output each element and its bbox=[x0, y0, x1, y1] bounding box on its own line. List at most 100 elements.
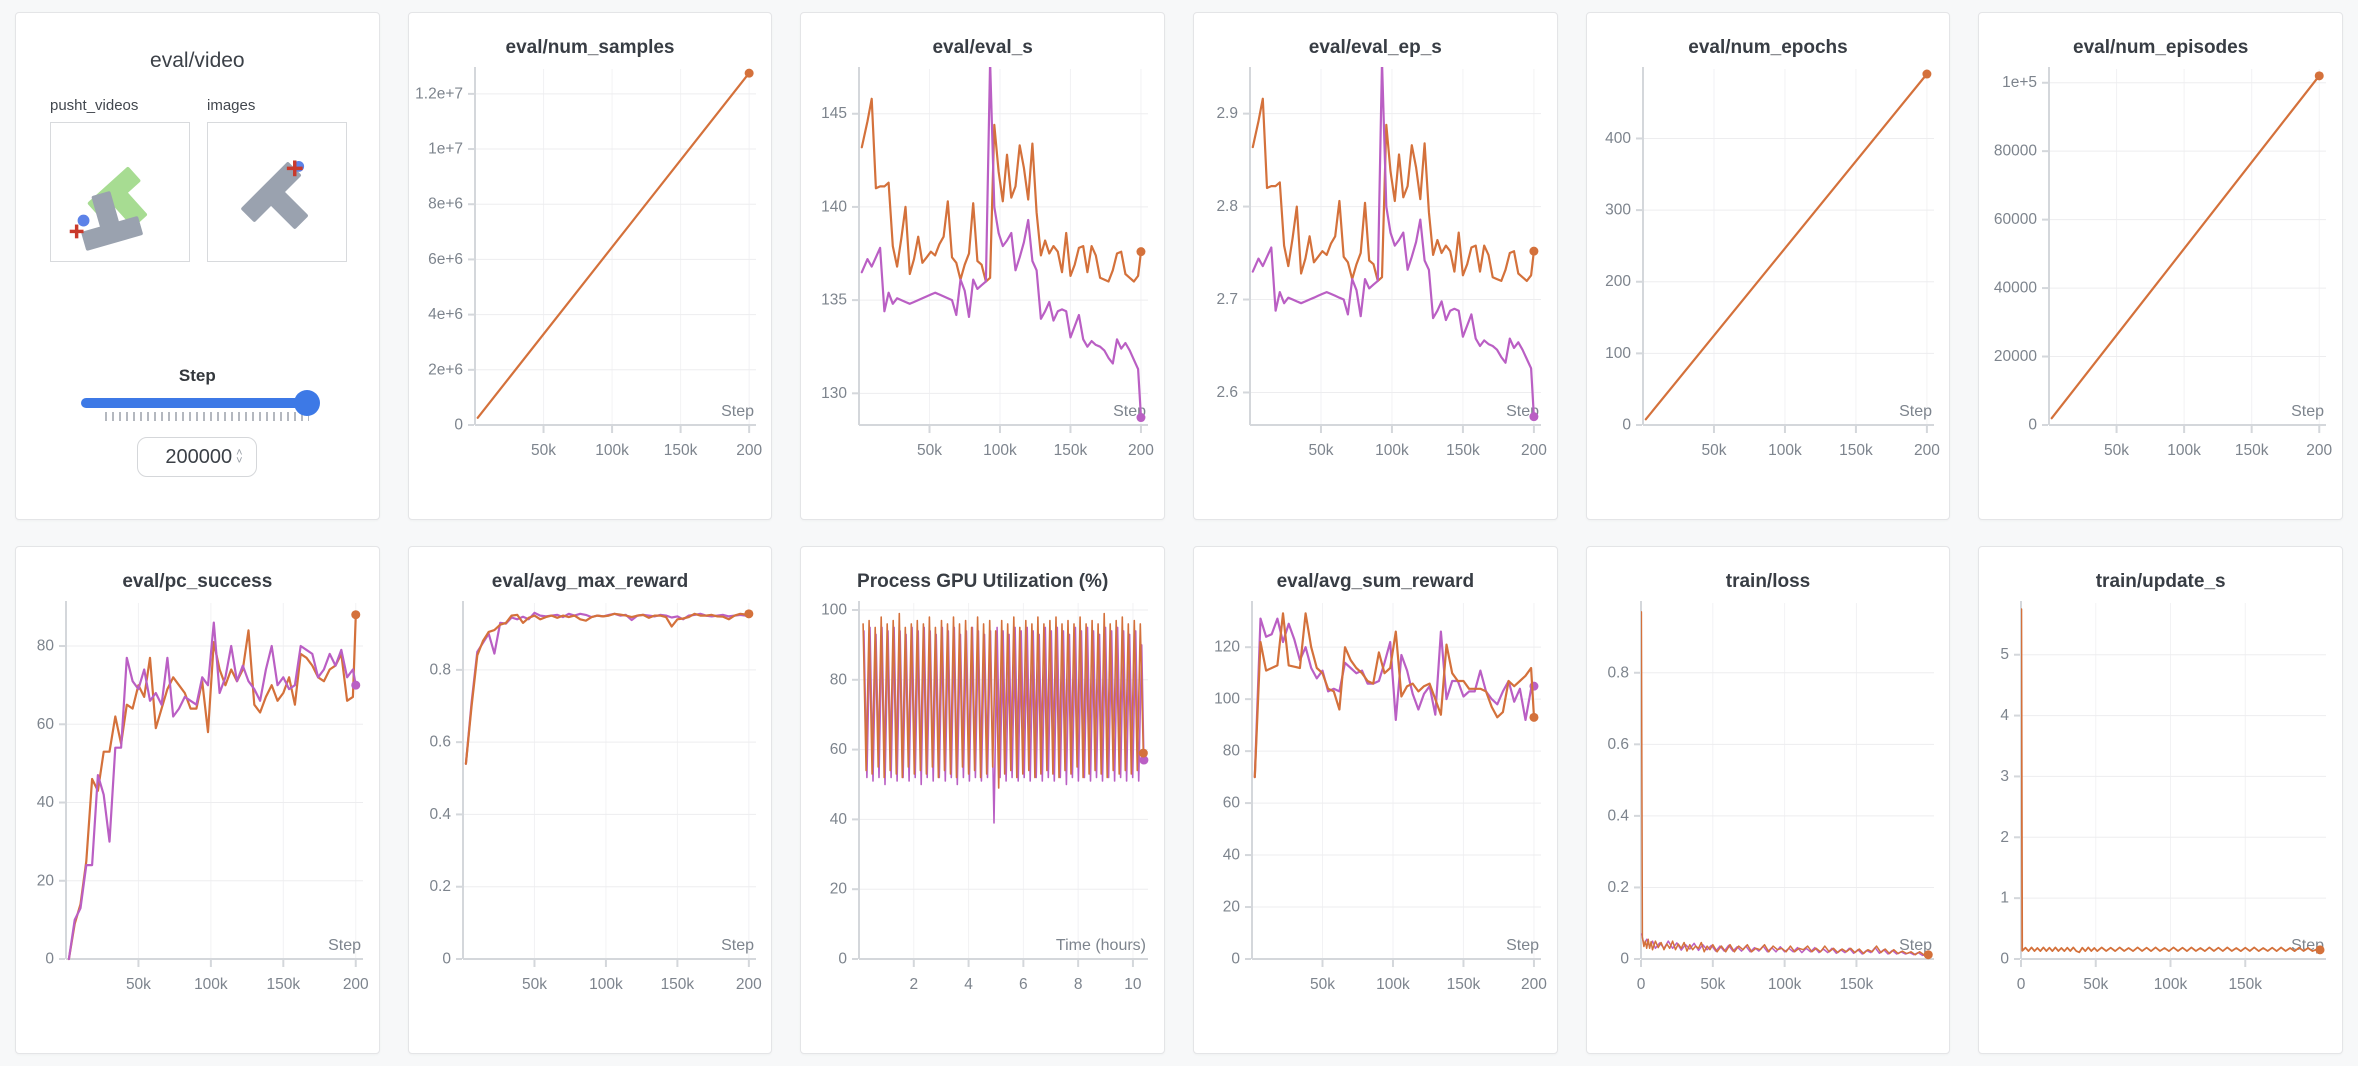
x-axis-label: Step bbox=[2291, 403, 2324, 420]
series-end-dot-orange bbox=[351, 610, 361, 620]
x-tick-label: 50k bbox=[126, 976, 151, 993]
x-tick-label: 150k bbox=[2235, 442, 2269, 459]
step-slider[interactable] bbox=[81, 390, 321, 421]
chart-eval-avg-max-reward[interactable]: 0 0.2 0.4 0.6 0.8 50k 100k 150k 200 Step bbox=[411, 597, 770, 1015]
y-tick-label: 60 bbox=[1223, 795, 1241, 812]
chart-title: eval/num_episodes bbox=[2073, 37, 2249, 58]
y-tick-label: 0 bbox=[2001, 951, 2010, 968]
series-line-orange bbox=[2021, 608, 2322, 954]
chart-canvas[interactable]: 0 0.2 0.4 0.6 0.8 50k 100k 150k 200 Step bbox=[411, 597, 770, 1015]
chart-train-loss[interactable]: 0 0.2 0.4 0.6 0.8 0 50k 100k 150k Step bbox=[1589, 597, 1948, 1015]
x-tick-label: 200 bbox=[2307, 442, 2333, 459]
x-tick-label: 50k bbox=[2084, 976, 2109, 993]
chart-gpu-utilization[interactable]: 0 20 40 60 80 100 2 4 6 8 10 Time (hours) bbox=[803, 597, 1162, 1015]
y-tick-label: 60 bbox=[830, 741, 848, 758]
series-line-purple bbox=[1251, 67, 1535, 418]
x-tick-label: 2 bbox=[910, 976, 919, 993]
x-tick-label: 50k bbox=[917, 442, 942, 459]
x-tick-label: 100k bbox=[2168, 442, 2202, 459]
y-tick-label: 80000 bbox=[1994, 143, 2037, 160]
step-spinner: ˄ ˅ bbox=[236, 447, 243, 467]
x-tick-label: 150k bbox=[1839, 442, 1873, 459]
chart-eval-pc-success[interactable]: 0 20 40 60 80 50k 100k 150k 200 Step bbox=[18, 597, 377, 1015]
panel-eval-num-samples: eval/num_samples 0 2e+6 4e+6 6e+6 8e+6 1e+7 1.… bbox=[407, 12, 773, 520]
chart-eval-eval-ep-s[interactable]: 2.6 2.7 2.8 2.9 50k 100k 150k 200 Step bbox=[1196, 63, 1555, 481]
y-tick-label: 6e+6 bbox=[428, 251, 463, 268]
x-tick-label: 200 bbox=[736, 976, 762, 993]
series-line-orange bbox=[464, 612, 750, 765]
chart-canvas[interactable]: 0 100 200 300 400 50k 100k 150k 200 Step bbox=[1589, 63, 1948, 481]
x-axis-label: Step bbox=[721, 403, 754, 420]
chart-eval-avg-sum-reward[interactable]: 0 20 40 60 80 100 120 50k 100k 150k 200 Step bbox=[1196, 597, 1555, 1015]
image-thumbnail[interactable] bbox=[207, 122, 347, 262]
chart-canvas[interactable]: 0 20000 40000 60000 80000 1e+5 50k 100k 150k 200 S… bbox=[1981, 63, 2340, 481]
media-item-images: images bbox=[207, 97, 347, 262]
x-tick-label: 100k bbox=[1376, 976, 1410, 993]
panel-eval-eval-ep-s: eval/eval_ep_s 2.6 2.7 2.8 2.9 50k 100k 150k 20… bbox=[1192, 12, 1558, 520]
x-axis-label: Step bbox=[1899, 937, 1932, 954]
x-tick-label: 200 bbox=[1521, 976, 1547, 993]
series-line-orange bbox=[862, 612, 1145, 789]
y-tick-label: 100 bbox=[1605, 345, 1631, 362]
chart-canvas[interactable]: 0 2e+6 4e+6 6e+6 8e+6 1e+7 1.2e+7 50k 100k 150k 20… bbox=[411, 63, 770, 481]
y-tick-label: 1 bbox=[2001, 890, 2010, 907]
series-end-dot-orange bbox=[1922, 69, 1932, 79]
pusht-video-frame bbox=[69, 167, 147, 251]
gray-t-shape bbox=[81, 191, 143, 251]
series-line-orange bbox=[861, 97, 1143, 283]
chart-canvas[interactable]: 0 20 40 60 80 50k 100k 150k 200 Step bbox=[18, 597, 377, 1015]
y-tick-label: 0.6 bbox=[429, 734, 451, 751]
step-decrement-button[interactable]: ˅ bbox=[236, 455, 243, 467]
series-end-dot-orange bbox=[744, 68, 754, 78]
x-tick-label: 0 bbox=[1636, 976, 1645, 993]
x-tick-label: 50k bbox=[531, 442, 556, 459]
chart-canvas[interactable]: 0 20 40 60 80 100 2 4 6 8 10 Time (hours) bbox=[803, 597, 1162, 1015]
series-end-dot-orange bbox=[2315, 71, 2325, 81]
y-tick-label: 0.6 bbox=[1607, 736, 1629, 753]
chart-eval-num-episodes[interactable]: 0 20000 40000 60000 80000 1e+5 50k 100k 150k 200 S… bbox=[1981, 63, 2340, 481]
x-tick-label: 150k bbox=[1447, 976, 1481, 993]
x-tick-label: 8 bbox=[1074, 976, 1083, 993]
media-label-pusht-videos: pusht_videos bbox=[50, 97, 139, 114]
chart-train-update-s[interactable]: 0 1 2 3 4 5 0 50k 100k 150k Step bbox=[1981, 597, 2340, 1015]
goal-cross-icon bbox=[69, 224, 84, 239]
x-tick-label: 6 bbox=[1019, 976, 1028, 993]
x-tick-label: 150k bbox=[2229, 976, 2263, 993]
panel-gpu-utilization: Process GPU Utilization (%) 0 20 40 60 80 100… bbox=[800, 546, 1165, 1054]
chart-eval-num-samples[interactable]: 0 2e+6 4e+6 6e+6 8e+6 1e+7 1.2e+7 50k 100k 150k 20… bbox=[411, 63, 770, 481]
x-tick-label: 150k bbox=[1054, 442, 1088, 459]
series-end-dot-orange bbox=[1136, 247, 1146, 257]
y-tick-label: 140 bbox=[821, 198, 847, 215]
y-tick-label: 0 bbox=[1231, 951, 1240, 968]
x-tick-label: 100k bbox=[194, 976, 228, 993]
y-tick-label: 20000 bbox=[1994, 348, 2037, 365]
pusht-video-thumbnail[interactable] bbox=[50, 122, 190, 262]
chart-eval-eval-s[interactable]: 130 135 140 145 50k 100k 150k 200 Step bbox=[803, 63, 1162, 481]
y-tick-label: 1e+5 bbox=[2002, 74, 2037, 91]
y-tick-label: 0 bbox=[839, 951, 848, 968]
x-tick-label: 50k bbox=[2104, 442, 2129, 459]
slider-handle[interactable] bbox=[294, 390, 321, 416]
chart-canvas[interactable]: 0 20 40 60 80 100 120 50k 100k 150k 200 Step bbox=[1196, 597, 1555, 1015]
y-tick-label: 80 bbox=[1223, 743, 1241, 760]
x-axis-label: Step bbox=[1506, 937, 1539, 954]
y-tick-label: 40 bbox=[1223, 847, 1241, 864]
series-line-purple bbox=[1640, 933, 1928, 957]
y-tick-label: 2e+6 bbox=[428, 361, 463, 378]
y-tick-label: 400 bbox=[1605, 130, 1631, 147]
chart-title: eval/avg_sum_reward bbox=[1276, 571, 1475, 592]
chart-eval-num-epochs[interactable]: 0 100 200 300 400 50k 100k 150k 200 Step bbox=[1589, 63, 1948, 481]
chart-canvas[interactable]: 0 0.2 0.4 0.6 0.8 0 50k 100k 150k Step bbox=[1589, 597, 1948, 1015]
y-tick-label: 0.8 bbox=[429, 661, 451, 678]
y-tick-label: 0 bbox=[442, 951, 451, 968]
slider-track[interactable] bbox=[81, 390, 321, 416]
x-axis-label: Step bbox=[328, 937, 361, 954]
step-increment-button[interactable]: ˄ bbox=[236, 447, 243, 459]
x-tick-label: 200 bbox=[1128, 442, 1154, 459]
step-value-input[interactable] bbox=[152, 444, 235, 470]
step-input-box[interactable]: ˄ ˅ bbox=[137, 437, 258, 477]
panel-eval-num-epochs: eval/num_epochs 0 100 200 300 400 50k 100k 150k… bbox=[1585, 12, 1951, 520]
